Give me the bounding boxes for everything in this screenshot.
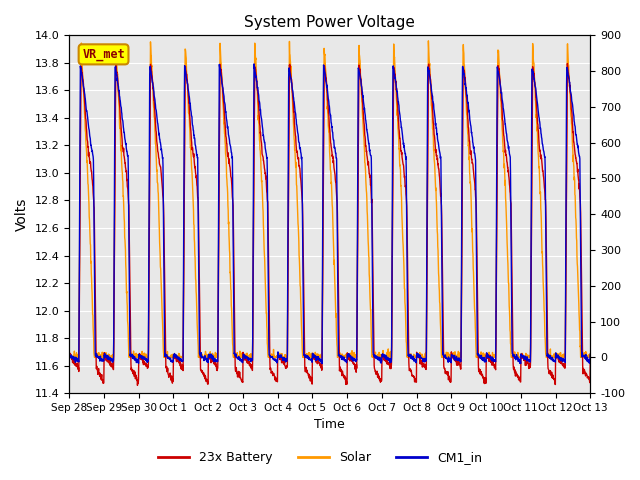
Legend: 23x Battery, Solar, CM1_in: 23x Battery, Solar, CM1_in xyxy=(153,446,487,469)
Title: System Power Voltage: System Power Voltage xyxy=(244,15,415,30)
Text: VR_met: VR_met xyxy=(82,48,125,61)
X-axis label: Time: Time xyxy=(314,419,345,432)
Y-axis label: Volts: Volts xyxy=(15,198,29,231)
